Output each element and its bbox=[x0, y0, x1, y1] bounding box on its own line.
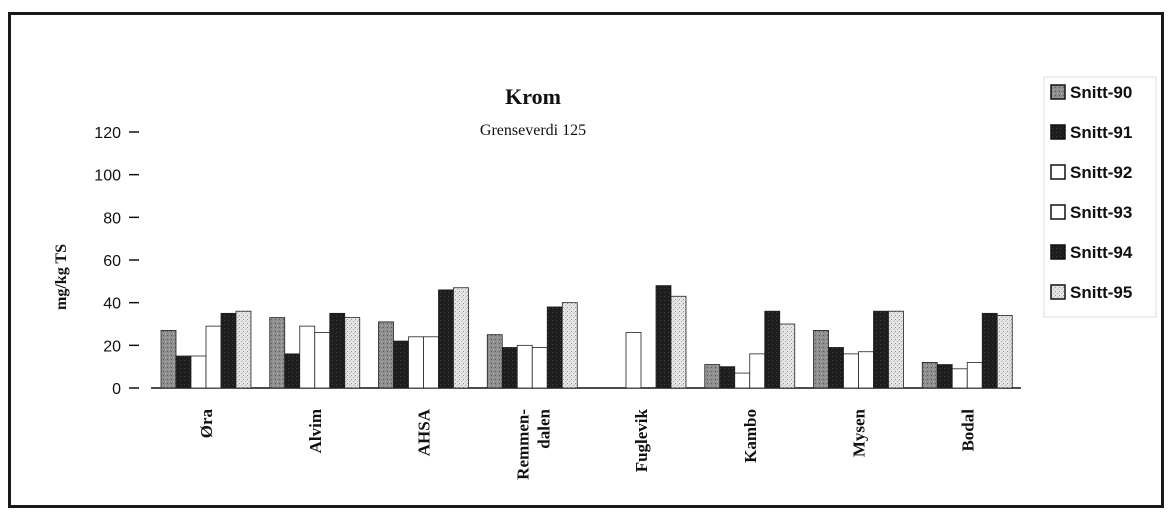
legend: Snitt-90 Snitt-91 Snitt-92 Snitt-93 Snitt-94… bbox=[1043, 76, 1157, 318]
x-tick-label: Fuglevik bbox=[632, 408, 651, 472]
x-tick-label: Mysen bbox=[850, 408, 869, 457]
legend-label: Snitt-94 bbox=[1070, 243, 1133, 262]
bar-snitt-90-0 bbox=[160, 329, 177, 389]
bar-snitt-95-2 bbox=[453, 287, 469, 389]
legend-label: Snitt-90 bbox=[1070, 83, 1132, 102]
bar-snitt-94-0 bbox=[220, 312, 237, 389]
bar-snitt-92-1 bbox=[299, 325, 316, 389]
x-tick-labels: Øra Alvim AHSA Remmen-dalen Fuglevik Kambo Mys… bbox=[197, 408, 977, 480]
bar-snitt-94-7 bbox=[981, 312, 998, 389]
bars bbox=[160, 285, 1013, 389]
bar-snitt-92-7 bbox=[951, 368, 968, 389]
y-tick-label: 40 bbox=[103, 296, 121, 313]
legend-swatch bbox=[1050, 244, 1066, 260]
y-tick-label: 60 bbox=[103, 253, 121, 270]
x-tick-label: Alvim bbox=[306, 409, 325, 453]
bar-snitt-91-0 bbox=[175, 355, 192, 389]
bar-snitt-93-5 bbox=[749, 353, 766, 389]
y-tick-label: 20 bbox=[103, 338, 121, 355]
bar-snitt-93-0 bbox=[205, 325, 222, 389]
x-tick-label: Bodal bbox=[958, 409, 977, 452]
bar-snitt-91-6 bbox=[828, 347, 844, 389]
bar-snitt-90-3 bbox=[486, 334, 503, 389]
chart: Krom Grenseverdi 125 mg/kg TS 0 20 40 60 80 1… bbox=[53, 76, 1157, 480]
bar-snitt-95-4 bbox=[670, 295, 687, 389]
bar-snitt-94-5 bbox=[764, 310, 781, 389]
bar-snitt-94-4 bbox=[655, 285, 672, 389]
bar-snitt-93-6 bbox=[858, 351, 874, 389]
bar-snitt-93-7 bbox=[966, 361, 983, 389]
bar-snitt-90-7 bbox=[921, 361, 938, 389]
bar-snitt-95-6 bbox=[888, 310, 904, 389]
bar-snitt-91-5 bbox=[719, 366, 736, 389]
y-axis-label: mg/kg TS bbox=[53, 244, 70, 310]
bar-snitt-95-1 bbox=[344, 317, 361, 389]
bar-snitt-92-0 bbox=[190, 355, 207, 389]
bar-snitt-95-0 bbox=[235, 310, 252, 389]
chart-title: Krom bbox=[505, 84, 561, 109]
legend-swatch bbox=[1050, 204, 1066, 220]
bar-snitt-92-4 bbox=[625, 332, 642, 389]
bar-snitt-95-7 bbox=[996, 315, 1013, 389]
legend-swatch bbox=[1050, 164, 1066, 180]
legend-box bbox=[1043, 76, 1157, 318]
bar-snitt-94-3 bbox=[546, 306, 563, 389]
bar-snitt-90-5 bbox=[704, 364, 721, 389]
bar-snitt-94-6 bbox=[873, 310, 889, 389]
bar-snitt-91-1 bbox=[284, 353, 301, 389]
bar-snitt-90-6 bbox=[813, 329, 829, 389]
x-tick-label: Remmen-dalen bbox=[513, 408, 553, 479]
bar-snitt-94-2 bbox=[438, 289, 454, 389]
bar-snitt-94-1 bbox=[329, 312, 346, 389]
bar-snitt-93-2 bbox=[423, 336, 439, 389]
y-tick-label: 0 bbox=[112, 381, 121, 398]
bar-snitt-93-1 bbox=[314, 332, 331, 389]
chart-subtitle: Grenseverdi 125 bbox=[480, 122, 586, 139]
legend-swatch bbox=[1050, 84, 1066, 100]
bar-snitt-90-1 bbox=[269, 317, 286, 389]
bar-snitt-92-6 bbox=[843, 353, 859, 389]
bar-snitt-95-5 bbox=[779, 323, 796, 389]
y-tick-label: 120 bbox=[94, 125, 121, 142]
bar-snitt-93-3 bbox=[531, 347, 548, 389]
bar-snitt-91-7 bbox=[936, 364, 953, 389]
chart-frame: Krom Grenseverdi 125 mg/kg TS 0 20 40 60 80 1… bbox=[8, 12, 1164, 508]
bar-snitt-91-3 bbox=[501, 347, 518, 389]
legend-swatch bbox=[1050, 124, 1066, 140]
x-tick-label: Øra bbox=[197, 409, 216, 439]
y-tick-label: 80 bbox=[103, 210, 121, 227]
y-tick-label: 100 bbox=[94, 168, 121, 185]
legend-label: Snitt-95 bbox=[1070, 283, 1132, 302]
bar-snitt-92-2 bbox=[408, 336, 424, 389]
x-tick-label: Kambo bbox=[741, 409, 760, 463]
legend-swatch bbox=[1050, 284, 1066, 300]
bar-snitt-91-2 bbox=[393, 340, 409, 389]
legend-label: Snitt-91 bbox=[1070, 123, 1132, 142]
legend-label: Snitt-93 bbox=[1070, 203, 1132, 222]
bar-snitt-92-3 bbox=[516, 344, 533, 389]
legend-label: Snitt-92 bbox=[1070, 163, 1132, 182]
bar-snitt-90-2 bbox=[378, 321, 394, 389]
bar-snitt-92-5 bbox=[734, 372, 751, 389]
bar-snitt-95-3 bbox=[561, 302, 578, 389]
x-tick-label: AHSA bbox=[415, 408, 434, 456]
